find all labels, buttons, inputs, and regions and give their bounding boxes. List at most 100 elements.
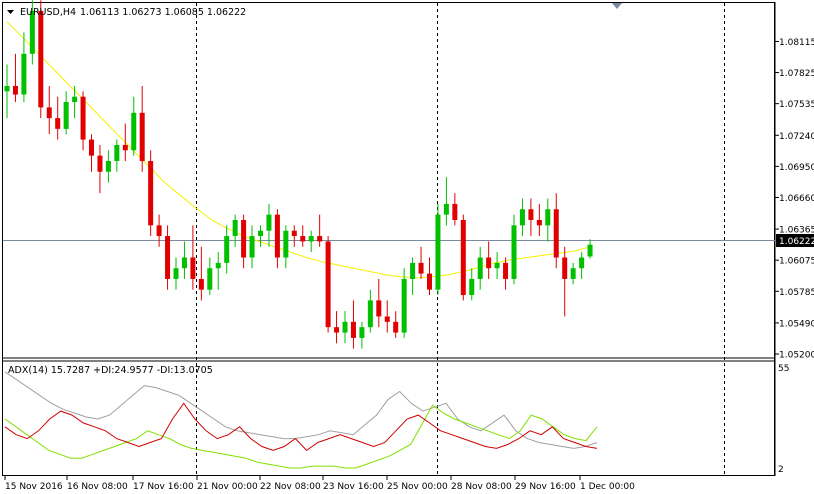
candle-body: [29, 10, 35, 54]
time-label: 15 Nov 2016: [5, 482, 63, 492]
candle-body: [291, 230, 297, 237]
candle-body: [587, 244, 593, 257]
candle-body: [325, 241, 331, 328]
candle-body: [232, 219, 238, 237]
candle-body: [452, 203, 458, 220]
candle-body: [427, 273, 432, 290]
adx-scale-max: 55: [778, 364, 789, 374]
candle-body: [266, 214, 272, 231]
time-label: 28 Nov 08:00: [451, 482, 512, 492]
candle-body: [579, 257, 585, 269]
price-label: 1.05200: [779, 351, 814, 361]
plus-di-line: [4, 404, 598, 469]
ohlc-values: 1.06113 1.06273 1.06085 1.06222: [80, 7, 246, 18]
candle-body: [80, 96, 86, 140]
candle-body: [181, 257, 187, 269]
candle-body: [477, 257, 483, 279]
candle-body: [519, 209, 525, 226]
candle-body: [215, 262, 221, 269]
adx-line: [4, 371, 598, 449]
candle-body: [300, 236, 306, 242]
candle-body: [528, 209, 534, 220]
price-label: 1.06660: [779, 194, 814, 204]
adx-indicator-lines: [4, 371, 598, 469]
price-label: 1.06950: [779, 163, 814, 173]
candle-body: [460, 219, 466, 296]
time-label: 23 Nov 16:00: [323, 482, 384, 492]
time-label: 22 Nov 08:00: [260, 482, 321, 492]
candle-body: [401, 278, 407, 333]
candle-body: [156, 225, 162, 237]
candle-body: [97, 155, 103, 172]
price-label: 1.06075: [779, 257, 814, 267]
candle-body: [4, 85, 10, 92]
candle-body: [486, 257, 492, 269]
price-label: 1.07825: [779, 69, 814, 79]
candle-body: [224, 236, 230, 263]
candle-body: [55, 118, 61, 129]
candle-body: [342, 321, 348, 333]
time-axis: 15 Nov 2016 16 Nov 08:00 17 Nov 16:00 21 No…: [4, 476, 635, 492]
candle-body: [148, 161, 154, 226]
price-label: 1.06365: [779, 226, 814, 236]
candle-body: [443, 203, 449, 215]
candle-body: [562, 257, 568, 279]
candle-body: [122, 144, 128, 151]
current-price-tag: 1.06222: [776, 234, 814, 247]
candle-body: [359, 327, 365, 338]
chart-frame: [2, 2, 775, 476]
candle-body: [258, 230, 263, 237]
candle-body: [384, 316, 390, 322]
price-label: 1.07240: [779, 132, 814, 142]
candle-body: [190, 257, 196, 279]
adx-header: ADX(14) 15.7287 +DI:24.9577 -DI:13.0705: [8, 365, 213, 376]
minus-di-line: [4, 402, 598, 452]
candle-body: [131, 112, 137, 151]
adx-scale-min: 2: [778, 465, 784, 475]
ma-polyline: [6, 21, 591, 279]
candle-body: [393, 321, 399, 333]
candle-body: [12, 85, 18, 95]
time-label: 17 Nov 16:00: [133, 482, 194, 492]
candle-body: [105, 161, 111, 172]
candle-body: [46, 107, 52, 119]
candle-body: [114, 144, 120, 162]
time-label: 16 Nov 08:00: [67, 482, 128, 492]
candle-body: [418, 262, 424, 274]
candle-body: [198, 278, 204, 290]
current-price-box: [776, 234, 814, 247]
candle-body: [435, 214, 441, 290]
candle-body: [376, 300, 382, 317]
candle-body: [469, 278, 475, 296]
candle-body: [570, 268, 576, 279]
candle-body: [511, 225, 517, 279]
candle-body: [367, 300, 373, 328]
price-label: 1.05785: [779, 288, 814, 298]
candle-body: [308, 236, 314, 242]
time-label: 21 Nov 00:00: [197, 482, 258, 492]
candle-body: [165, 236, 171, 279]
candle-body: [89, 139, 94, 156]
candle-body: [283, 230, 289, 258]
time-label: 25 Nov 00:00: [387, 482, 448, 492]
candle-body: [317, 236, 323, 242]
price-axis: 1.08115 1.07825 1.07535 1.07240 1.06950 1.066…: [775, 38, 814, 361]
chart-symbol: EURUSD,H4: [20, 7, 76, 18]
candle-body: [38, 10, 44, 108]
candle-body: [545, 209, 551, 226]
candle-body: [72, 96, 78, 103]
candle-body: [63, 102, 69, 129]
candlestick-series: [4, 0, 593, 349]
chart-shift-marker[interactable]: [612, 3, 622, 9]
candle-body: [241, 219, 247, 258]
price-label: 1.07535: [779, 100, 814, 110]
candle-body: [410, 262, 416, 279]
symbol-menu-icon[interactable]: [7, 10, 14, 14]
candle-body: [173, 268, 179, 279]
candle-body: [249, 236, 255, 258]
candle-body: [350, 321, 356, 338]
candle-body: [207, 268, 213, 290]
price-label: 1.05490: [779, 319, 814, 329]
time-label: 29 Nov 16:00: [515, 482, 576, 492]
